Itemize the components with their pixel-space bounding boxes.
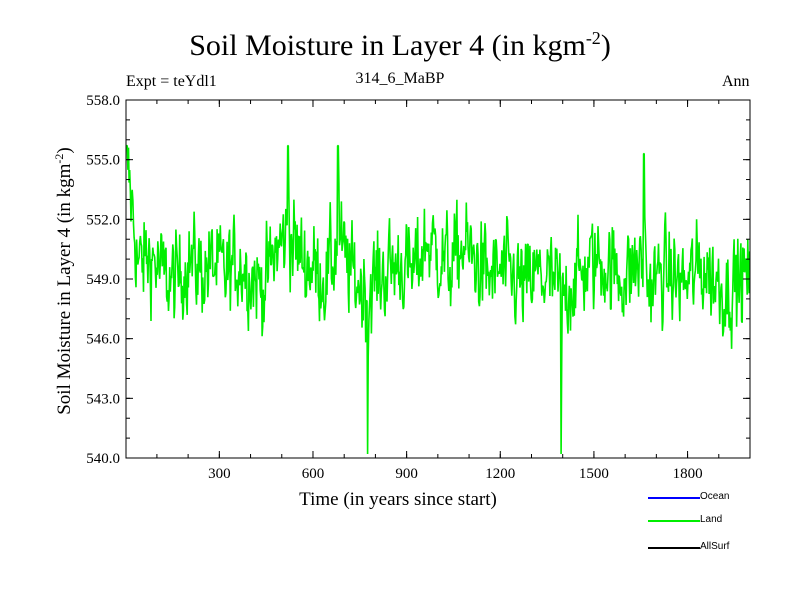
land-series-line [126, 144, 751, 455]
period-label: Ann [722, 73, 750, 90]
legend-label-allsurf: AllSurf [700, 541, 730, 552]
x-tick-label: 300 [208, 466, 231, 482]
legend-swatch-ocean [648, 497, 700, 499]
y-tick-label: 552.0 [86, 212, 120, 228]
chart-title: Soil Moisture in Layer 4 (in kgm-2) [189, 28, 611, 62]
legend-swatch-land [648, 520, 700, 522]
x-axis-label: Time (in years since start) [299, 489, 497, 510]
run-label: 314_6_MaBP [355, 70, 445, 87]
legend-label-ocean: Ocean [700, 491, 730, 502]
legend-label-land: Land [700, 514, 723, 525]
y-tick-label: 546.0 [86, 332, 120, 348]
y-tick-label: 540.0 [86, 451, 120, 467]
x-tick-label: 1200 [485, 466, 515, 482]
y-tick-label: 555.0 [86, 153, 120, 169]
y-tick-label: 543.0 [86, 391, 120, 407]
y-axis-label: Soil Moisture in Layer 4 (in kgm-2) [52, 147, 75, 415]
y-tick-label: 558.0 [86, 93, 120, 109]
legend-swatch-allsurf [648, 547, 700, 549]
x-tick-label: 600 [302, 466, 325, 482]
x-tick-label: 900 [395, 466, 418, 482]
x-tick-label: 1500 [579, 466, 609, 482]
x-tick-label: 1800 [673, 466, 703, 482]
experiment-label: Expt = teYdl1 [126, 73, 217, 90]
y-tick-label: 549.0 [86, 272, 120, 288]
